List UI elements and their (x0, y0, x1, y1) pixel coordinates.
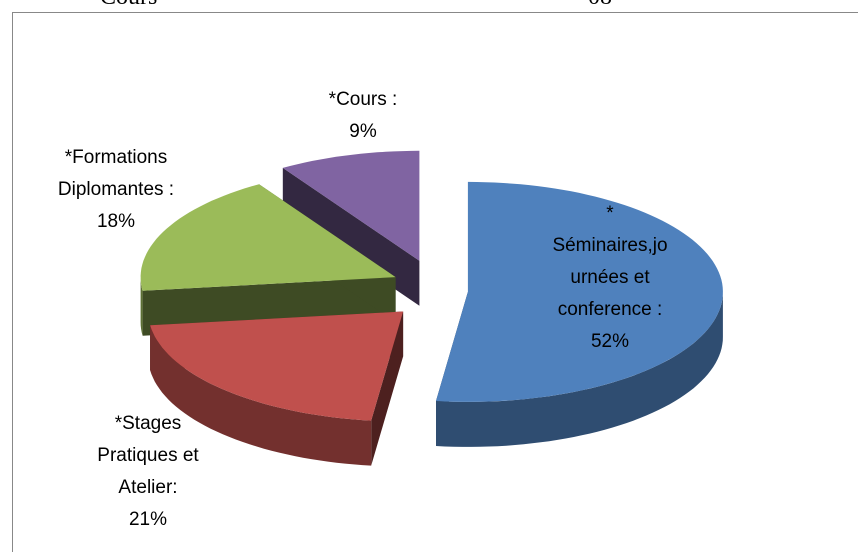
slice (436, 181, 723, 402)
page-fragment: Cours (100, 0, 157, 11)
slice (140, 184, 396, 291)
data-label: *Cours : 9% (300, 84, 426, 148)
data-label: * Séminaires,journées et conference : 52% (548, 198, 672, 358)
category-label: *Stages Pratiques et Atelier: (97, 413, 199, 498)
slice (150, 311, 404, 421)
category-label: *Cours : (328, 89, 398, 110)
chart-frame (12, 12, 858, 552)
value-label: 9% (349, 121, 377, 142)
page: Cours 08 (() => { const data = JSON.pars… (12, 0, 858, 552)
data-label: *Formations Diplomantes : 18% (30, 142, 202, 238)
page-fragment: 08 (588, 0, 612, 11)
value-label: 18% (96, 211, 136, 232)
slice (282, 150, 420, 261)
value-label: 52% (590, 331, 630, 352)
slice-outer-wall (150, 325, 372, 466)
category-label: *Formations Diplomantes : (57, 147, 175, 200)
chart (140, 150, 723, 466)
category-label: * Séminaires,journées et conference : (552, 203, 668, 320)
slice-outer-wall (140, 277, 143, 336)
data-label: *Stages Pratiques et Atelier: 21% (88, 408, 208, 536)
slice-outer-wall (436, 291, 723, 447)
value-label: 21% (128, 509, 168, 530)
